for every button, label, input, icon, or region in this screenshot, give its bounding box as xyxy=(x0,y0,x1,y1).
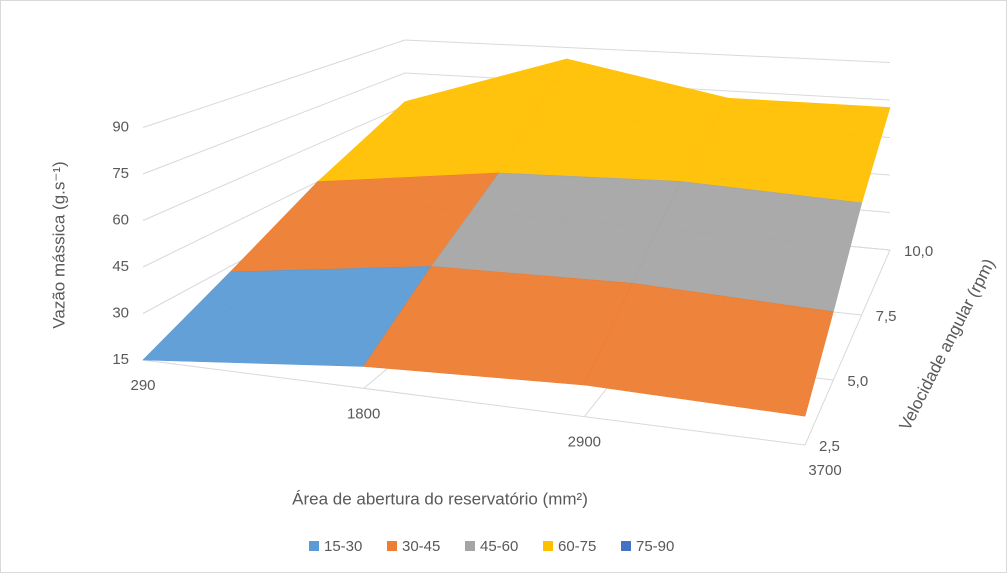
legend-label: 45-60 xyxy=(480,538,518,555)
z-tick-label: 90 xyxy=(112,118,129,135)
legend-label: 75-90 xyxy=(636,538,674,555)
surface-cell xyxy=(583,282,834,417)
floor-grid-line xyxy=(804,249,891,446)
x-axis-title: Área de abertura do reservatório (mm²) xyxy=(292,489,588,508)
z-tick-label: 15 xyxy=(112,351,129,368)
legend-label: 30-45 xyxy=(402,538,440,555)
legend-swatch xyxy=(465,541,475,551)
grid-line xyxy=(142,39,891,128)
y-tick-label: 10,0 xyxy=(904,243,933,260)
y-tick-label: 7,5 xyxy=(876,308,897,325)
z-tick-label: 45 xyxy=(112,258,129,275)
legend-swatch xyxy=(309,541,319,551)
z-tick-label: 30 xyxy=(112,304,129,321)
legend-swatch xyxy=(543,541,553,551)
y-tick-label: 2,5 xyxy=(819,438,840,455)
legend-label: 60-75 xyxy=(558,538,596,555)
floor-grid-line xyxy=(142,359,806,446)
x-tick-label: 1800 xyxy=(347,405,380,422)
y-tick-label: 5,0 xyxy=(847,373,868,390)
z-tick-label: 60 xyxy=(112,211,129,228)
legend-swatch xyxy=(387,541,397,551)
x-tick-label: 290 xyxy=(130,377,155,394)
legend-label: 15-30 xyxy=(324,538,362,555)
legend-swatch xyxy=(621,541,631,551)
z-axis-title: Vazão mássica (g.s⁻¹) xyxy=(49,161,68,328)
grid-line xyxy=(142,72,891,175)
z-tick-label: 75 xyxy=(112,165,129,182)
x-tick-label: 2900 xyxy=(568,434,601,451)
x-tick-label: 3700 xyxy=(808,462,841,479)
